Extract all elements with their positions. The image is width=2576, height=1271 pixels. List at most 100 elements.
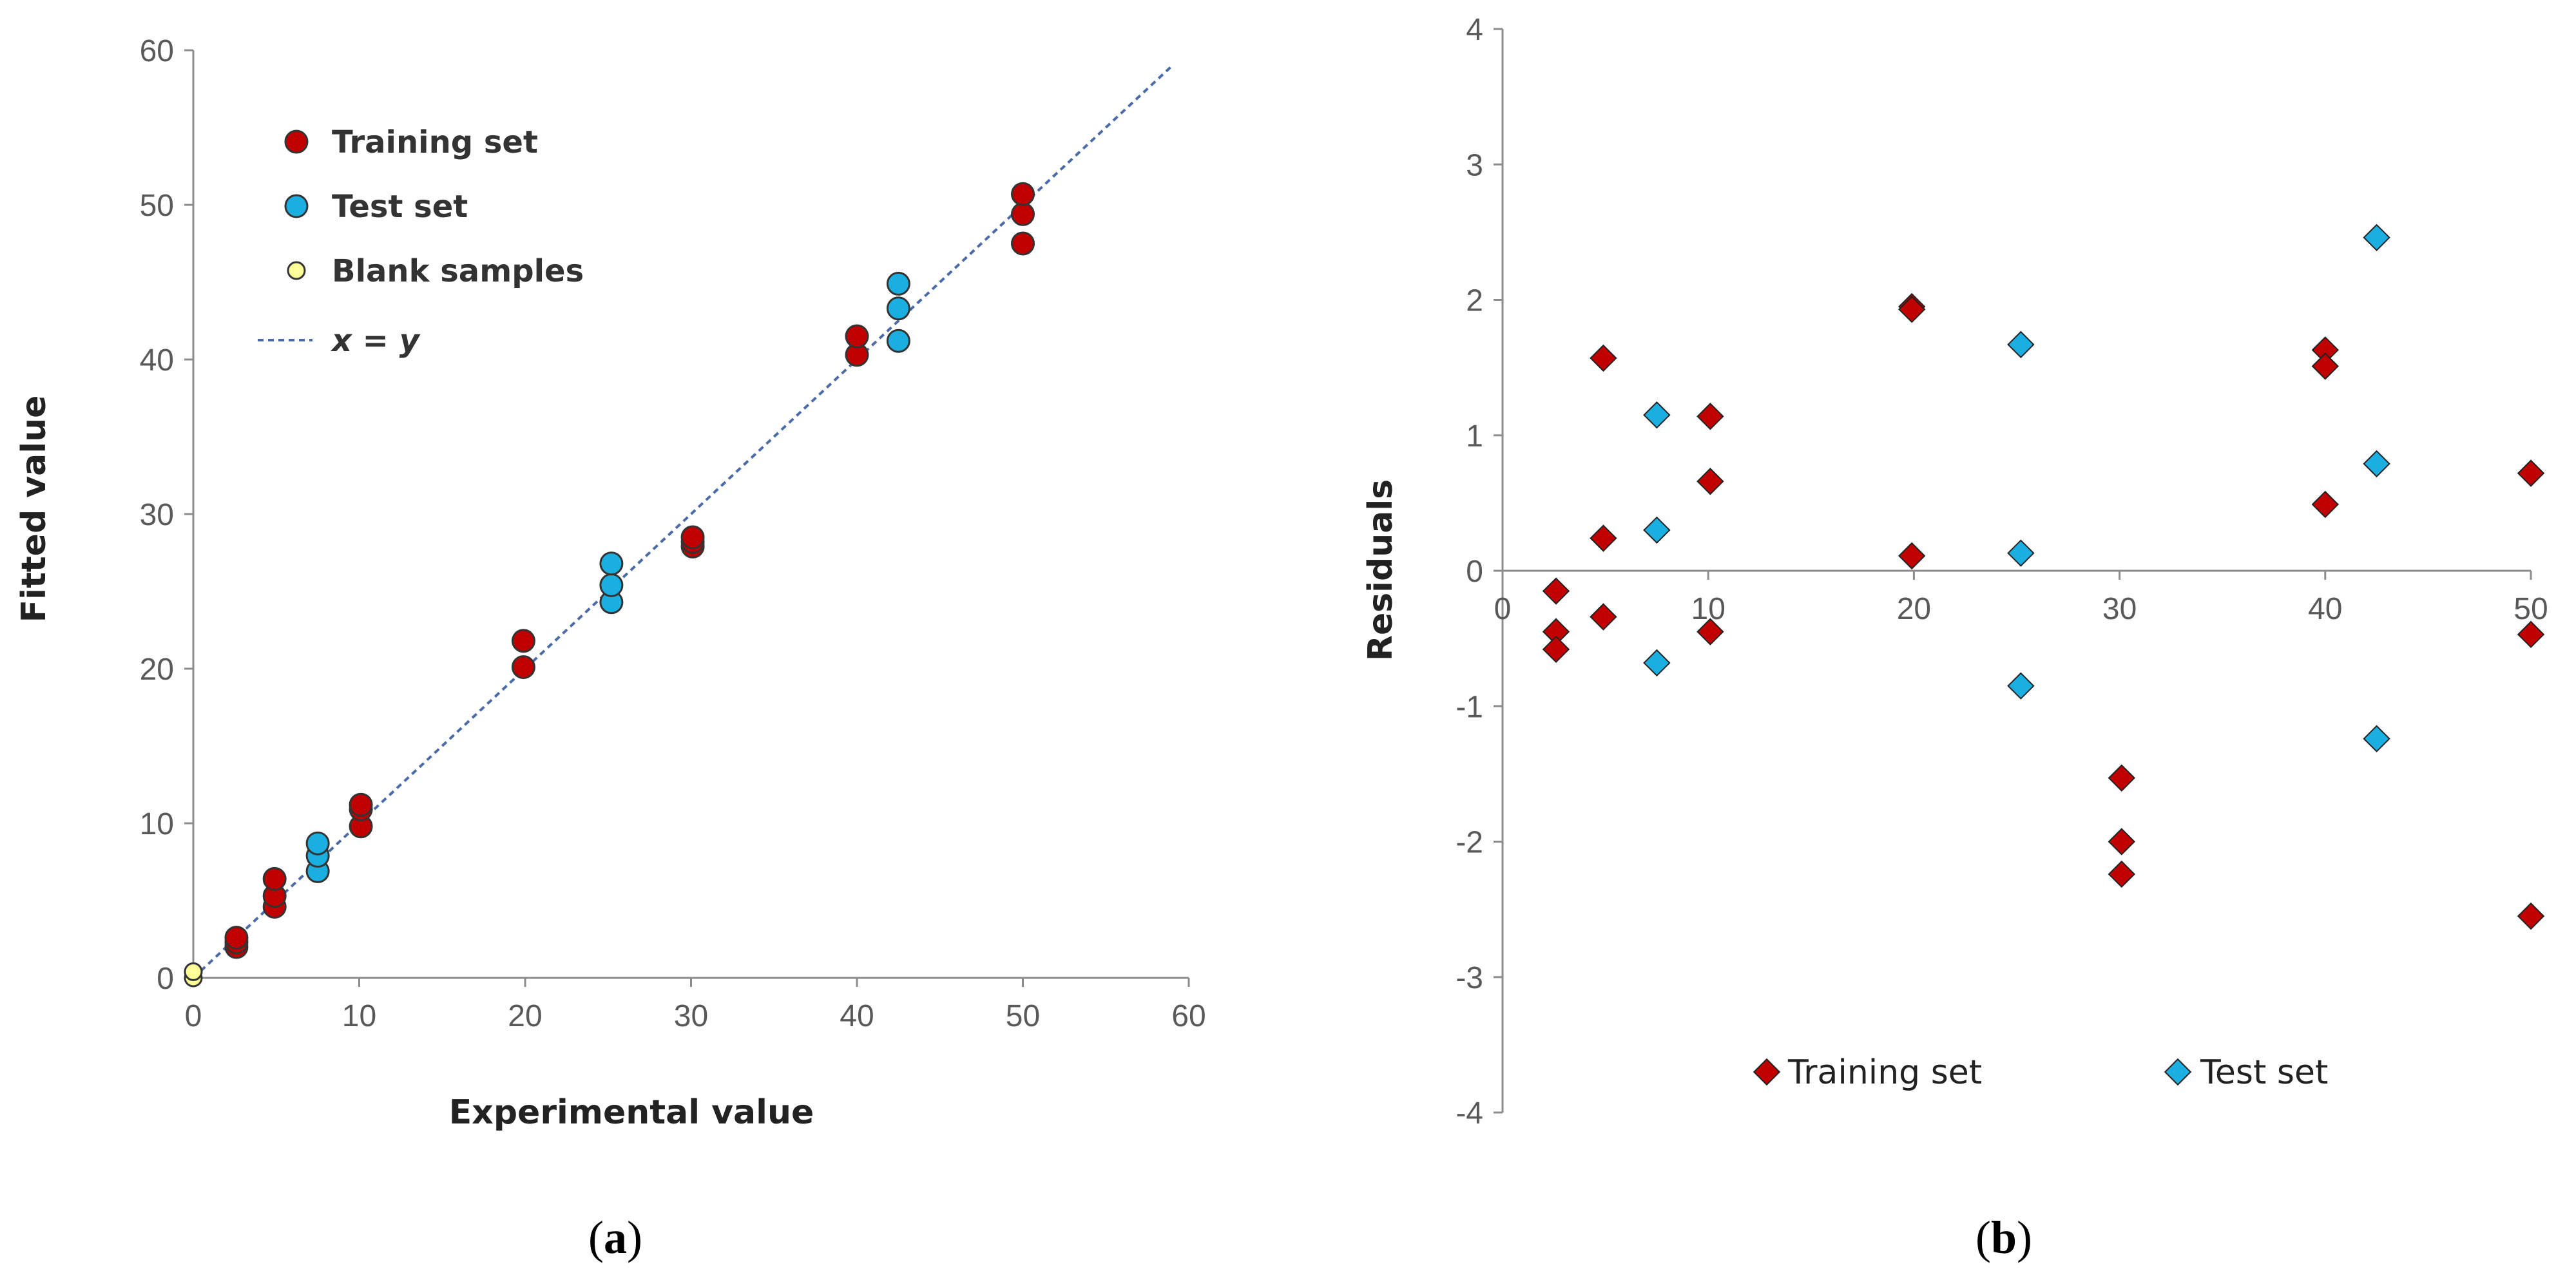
panel-label-b: (b)	[1975, 1212, 2032, 1263]
chart-b-ytick--4: -4	[1456, 1096, 1483, 1131]
point-a-training-set	[349, 792, 373, 817]
point-b-training-set	[1590, 524, 1617, 552]
chart-a-ytick-40: 40	[140, 343, 174, 377]
point-b-training-set	[2311, 490, 2340, 519]
chart-a-ytick-50: 50	[140, 189, 174, 223]
point-a-training-set	[1011, 182, 1035, 206]
point-a-test-set	[886, 296, 910, 321]
point-a-blank-samples	[184, 962, 203, 981]
point-a-training-set	[511, 629, 535, 653]
point-a-test-set	[599, 551, 624, 576]
panel-label-b-open: (	[1975, 1212, 1991, 1263]
panel-label-a-open: (	[588, 1212, 604, 1263]
chart-b-xtick-20: 20	[1897, 592, 1931, 626]
point-a-training-set	[1011, 231, 1035, 256]
chart-a-ytick-20: 20	[140, 653, 174, 687]
legend-b-test-marker	[2164, 1058, 2192, 1086]
chart-a-xtick-10: 10	[342, 999, 376, 1033]
chart-a: 0 10 20 30 40 50 60 0 10 20 30 40 50 60 Experimental …	[15, 34, 1206, 1263]
point-a-training-set	[262, 866, 287, 891]
point-a-test-set	[886, 271, 910, 296]
point-b-training-set	[2311, 352, 2340, 380]
point-b-training-set	[1542, 635, 1570, 664]
point-b-test-set	[2007, 539, 2035, 567]
point-b-training-set	[1697, 403, 1724, 430]
chart-a-xtick-30: 30	[674, 999, 708, 1033]
chart-b-ytick-4: 4	[1466, 13, 1483, 47]
legend-b-training-marker	[1753, 1058, 1781, 1086]
panel-label-b-letter: b	[1991, 1212, 2017, 1263]
point-a-training-set	[845, 324, 869, 349]
point-b-test-set	[2007, 672, 2035, 700]
point-b-training-set	[1542, 577, 1570, 605]
chart-a-xtick-50: 50	[1006, 999, 1040, 1033]
point-b-test-set	[2363, 224, 2390, 251]
chart-b-xtick-40: 40	[2308, 592, 2342, 626]
chart-a-xtick-0: 0	[185, 999, 202, 1033]
point-b-training-set	[2108, 764, 2136, 792]
chart-b-ytick-0: 0	[1466, 555, 1483, 589]
chart-a-xtick-60: 60	[1171, 999, 1206, 1033]
chart-a-xtick-20: 20	[508, 999, 542, 1033]
point-b-training-set	[2517, 459, 2545, 487]
panel-label-b-close: )	[2017, 1212, 2032, 1263]
point-b-test-set	[1643, 516, 1671, 544]
legend-a-test-label: Test set	[332, 189, 468, 225]
chart-a-ytick-30: 30	[140, 498, 174, 532]
point-b-training-set	[2311, 336, 2340, 364]
point-b-test-set	[2363, 725, 2390, 752]
legend-a-training-marker	[284, 129, 309, 154]
point-b-training-set	[1898, 542, 1926, 570]
point-b-test-set	[1643, 649, 1671, 677]
legend-a-test-marker	[284, 194, 309, 218]
point-b-training-set	[2108, 860, 2136, 888]
point-b-training-set	[1697, 618, 1724, 645]
legend-a-blank-label: Blank samples	[332, 253, 584, 289]
chart-b-xtick-0: 0	[1494, 592, 1512, 626]
point-a-test-set	[886, 329, 910, 353]
point-b-training-set	[2517, 902, 2545, 930]
point-b-training-set	[2517, 620, 2545, 649]
chart-b-ylabel: Residuals	[1361, 479, 1400, 661]
point-b-training-set	[2108, 828, 2136, 855]
chart-b-ytick-2: 2	[1466, 284, 1483, 318]
point-b-training-set	[1590, 344, 1617, 372]
point-b-training-set	[1590, 603, 1617, 631]
chart-a-ytick-10: 10	[140, 807, 174, 841]
point-b-training-set	[1697, 468, 1724, 495]
point-b-test-set	[1643, 401, 1671, 429]
chart-b-legend: Training set Test set	[1753, 1053, 2328, 1092]
point-a-test-set	[599, 573, 624, 597]
panel-label-a-letter: a	[604, 1212, 627, 1263]
point-a-training-set	[680, 525, 705, 549]
chart-b-ytick--2: -2	[1456, 826, 1483, 860]
point-a-test-set	[305, 831, 330, 855]
chart-a-xlabel: Experimental value	[449, 1093, 814, 1132]
chart-a-xtick-40: 40	[840, 999, 874, 1033]
chart-b-xtick-30: 30	[2102, 592, 2137, 626]
chart-a-ytick-0: 0	[157, 962, 174, 996]
chart-a-legend: Training set Test set Blank samples x = …	[258, 124, 584, 359]
legend-b-training-label: Training set	[1787, 1053, 1982, 1092]
point-a-training-set	[1011, 202, 1035, 226]
point-a-training-set	[224, 926, 249, 950]
reference-line-x-equals-y	[192, 64, 1173, 979]
chart-b-ytick-1: 1	[1466, 419, 1483, 454]
point-b-test-set	[2007, 330, 2035, 359]
legend-a-line-label: x = y	[331, 323, 421, 359]
point-b-training-set	[1542, 618, 1570, 645]
point-a-training-set	[511, 655, 535, 680]
panel-label-a-close: )	[627, 1212, 642, 1263]
point-b-training-set	[1898, 296, 1926, 323]
legend-b-test-label: Test set	[2200, 1053, 2328, 1092]
legend-a-blank-marker	[287, 261, 306, 280]
chart-b-ytick--1: -1	[1456, 690, 1483, 724]
panel-label-a: (a)	[588, 1212, 642, 1263]
chart-b-ytick-3: 3	[1466, 148, 1483, 182]
chart-b-ytick--3: -3	[1456, 961, 1483, 995]
legend-a-training-label: Training set	[332, 124, 538, 160]
chart-a-ytick-60: 60	[140, 34, 174, 68]
chart-b-xtick-50: 50	[2514, 592, 2548, 626]
